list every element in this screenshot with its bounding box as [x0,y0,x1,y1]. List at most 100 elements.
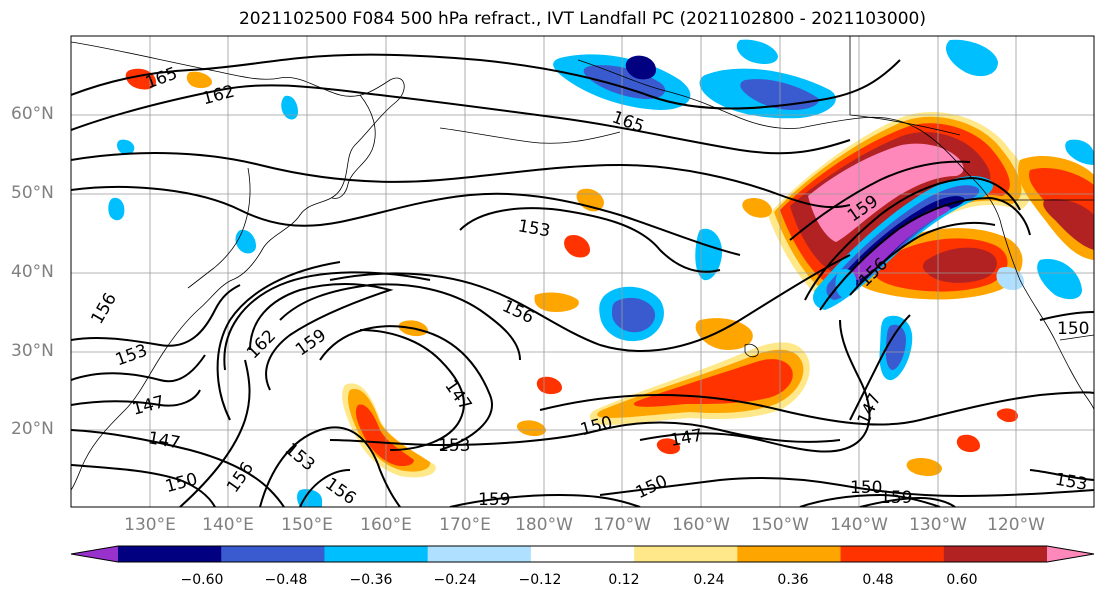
colorbar-swatch [427,546,532,562]
contour-165-north [71,53,901,110]
colorbar-extend-low [71,546,118,562]
contour-159-s [449,493,641,507]
contour-label: 150 [850,478,882,498]
contour-156-se [599,476,1094,498]
fill-negative-patch-7 [625,55,656,80]
contour-147-sw [71,429,285,507]
contour-150-sw [71,464,216,507]
fill-strong-negative-band [851,206,950,280]
fill-positive-patch-11 [656,438,680,455]
colorbar-tick-label: 0.12 [608,572,640,588]
contour-159-n [71,152,851,209]
contour-147-e [849,314,911,421]
contour-153 [459,207,721,273]
contour-150-center [319,325,493,451]
fill-positive-patch-8 [906,457,942,476]
contour-156-mid [329,254,851,352]
fill-negative-patch-5 [835,268,857,298]
colorbar-outline [70,545,1095,563]
colorbar-tick-label: 0.60 [946,572,978,588]
lat-label-60n: 60°N [11,104,54,124]
fill-negative-bc-2 [1065,139,1094,165]
lon-label-170w: 170°W [593,515,651,535]
contour-159-se [859,496,956,507]
colorbar-swatch [221,546,325,562]
coast-kamchatka [331,94,376,199]
fill-strong-positive [808,143,964,242]
lat-label-40n: 40°N [11,262,54,282]
contour-153-w [71,284,241,347]
contour-156-n [71,185,741,256]
coastlines [71,36,1094,491]
colorbar-swatches [71,546,1094,562]
fill-positive-patch-5 [534,292,579,312]
map-plot: 165 162 165 159 153 156 162 159 153 156 … [70,35,1095,510]
lon-label-130w: 130°W [909,515,967,535]
contour-150-mid [539,391,1094,426]
fill-negative-alaska-3 [736,39,778,64]
fill-positive-patch-6 [536,376,562,395]
contour-147-w [71,389,201,407]
graticule [71,36,1094,507]
contour-162 [71,84,851,155]
contour-153-center [329,421,841,447]
fill-negative-patch-3 [117,139,135,155]
colorbar-swatch [530,546,635,562]
fill-positive-patch-2 [186,71,212,89]
fill-positive-patch-12 [996,408,1018,423]
lon-label-140e: 140°E [202,515,254,535]
colorbar-tick-label: −0.24 [433,572,477,588]
colorbar-swatch [840,546,945,562]
colorbar-extend-high [1047,546,1094,562]
shading-layer [108,39,1094,507]
fill-positive-subtrop-4 [695,318,753,350]
colorbar-tick-label: 0.36 [777,572,809,588]
contour-147-mid [639,319,871,453]
lon-label-150w: 150°W [751,515,809,535]
contour-label: 153 [438,436,470,456]
contour-159-ar [789,160,971,241]
fill-negative-patch-4 [108,197,125,221]
fill-negative-mid-cp [612,297,656,333]
colorbar-tick-label: 0.48 [862,572,894,588]
contour-label: 159 [478,490,510,510]
fill-positive-patch-9 [956,434,980,453]
fill-positive-patch-13 [516,420,546,437]
lon-label-160e: 160°E [360,515,412,535]
fill-negative-patch-1 [281,95,298,120]
border-canada [849,36,1094,201]
colorbar-swatch [943,546,1048,562]
colorbar-swatch [118,546,222,562]
contour-156-s [299,469,351,507]
contour-ar-1 [804,176,1021,301]
colorbar-swatch [737,546,842,562]
colorbar-tick-label: −0.60 [180,572,224,588]
contour-150-se [799,493,941,507]
fill-negative-cp-2 [695,228,722,281]
contour-153-s [259,426,401,507]
contour-147-center [359,329,465,451]
lon-label-180w: 180°W [515,515,573,535]
lon-label-120w: 120°W [987,515,1045,535]
lat-label-50n: 50°N [11,183,54,203]
lon-label-160w: 160°W [672,515,730,535]
fill-negative-mid-alaska [583,65,666,100]
coast-japan [187,167,251,289]
plot-frame [70,35,1095,508]
lon-label-140w: 140°W [830,515,888,535]
contour-159-mid [279,283,521,361]
fill-negative-ne-high [945,39,998,77]
border-us-mex [1059,334,1094,341]
contour-ar-2 [819,196,1031,311]
coast-alaska [577,59,1001,221]
contour-150-ne [1039,311,1094,321]
contour-lines [71,53,1094,507]
fill-negative-bc [1037,259,1082,300]
fill-positive-patch-4 [564,234,590,258]
fill-positive-patch-7 [742,198,772,218]
colorbar-tick-label: −0.48 [264,572,308,588]
contour-156-loop [216,261,341,421]
coast-hawaii [744,343,759,358]
colorbar-tick-label: 0.24 [693,572,725,588]
